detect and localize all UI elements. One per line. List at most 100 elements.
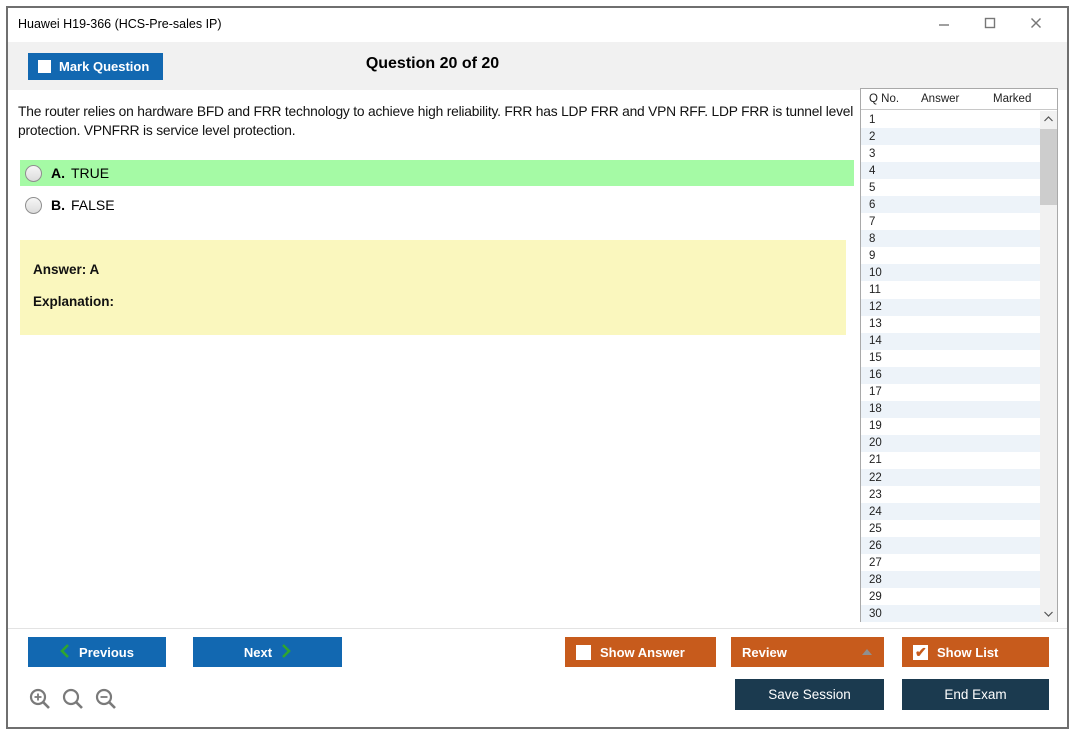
window-controls (921, 8, 1059, 42)
question-list-row[interactable]: 30 (861, 605, 1040, 622)
mark-question-button[interactable]: Mark Question (28, 53, 164, 80)
window-title: Huawei H19-366 (HCS-Pre-sales IP) (18, 17, 222, 31)
question-number: 30 (869, 607, 882, 620)
scroll-up-arrow-icon[interactable] (1040, 111, 1057, 127)
question-list-row[interactable]: 20 (861, 434, 1040, 452)
minimize-icon (938, 16, 950, 34)
triangle-up-icon (862, 649, 872, 655)
option-b-text: FALSE (71, 197, 115, 213)
question-number: 11 (869, 283, 881, 296)
option-a[interactable]: A. TRUE (20, 160, 854, 186)
show-list-label: Show List (937, 644, 999, 660)
question-number: 4 (869, 164, 876, 177)
question-list-row[interactable]: 9 (861, 247, 1040, 264)
option-a-letter: A. (51, 165, 65, 181)
column-qno: Q No. (869, 93, 900, 105)
question-list-row[interactable]: 13 (861, 316, 1040, 333)
mark-question-checkbox[interactable] (38, 60, 51, 73)
option-a-text: TRUE (71, 165, 110, 181)
question-list-row[interactable]: 4 (861, 162, 1040, 180)
question-list-row[interactable]: 18 (861, 400, 1040, 418)
zoom-out-icon[interactable] (94, 687, 119, 717)
question-list-row[interactable]: 5 (861, 179, 1040, 196)
option-a-radio[interactable] (25, 164, 42, 182)
question-number: 8 (869, 232, 876, 245)
check-icon: ✔ (915, 643, 927, 660)
question-list-row[interactable]: 11 (861, 281, 1040, 298)
question-list-row[interactable]: 29 (861, 588, 1040, 605)
question-number: 27 (869, 556, 882, 569)
close-button[interactable] (1013, 8, 1059, 42)
question-list-row[interactable]: 7 (861, 213, 1040, 230)
question-list-panel: Q No. Answer Marked 1 2 3 4 5 6 7 8 9 10 11 12 13 14 1… (860, 88, 1058, 622)
zoom-reset-icon[interactable] (61, 687, 86, 717)
question-area: The router relies on hardware BFD and FR… (8, 90, 860, 628)
question-list-row[interactable]: 16 (861, 366, 1040, 384)
question-list-row[interactable]: 25 (861, 520, 1040, 537)
save-session-button[interactable]: Save Session (735, 679, 884, 710)
zoom-in-icon[interactable] (28, 687, 53, 717)
previous-label: Previous (79, 644, 134, 660)
question-list-row[interactable]: 8 (861, 230, 1040, 248)
maximize-button[interactable] (967, 8, 1013, 42)
answer-box: Answer: A Explanation: (20, 240, 846, 335)
question-list-row[interactable]: 24 (861, 503, 1040, 521)
review-label: Review (742, 644, 787, 660)
minimize-button[interactable] (921, 8, 967, 42)
question-list-row[interactable]: 14 (861, 332, 1040, 350)
scroll-down-arrow-icon[interactable] (1040, 606, 1057, 622)
review-dropdown-button[interactable]: Review (731, 637, 884, 667)
question-list-row[interactable]: 3 (861, 145, 1040, 162)
answer-label: Answer: A (33, 262, 100, 277)
question-list-row[interactable]: 10 (861, 264, 1040, 282)
question-list-row[interactable]: 23 (861, 486, 1040, 503)
question-list-row[interactable]: 27 (861, 554, 1040, 571)
question-number: 26 (869, 539, 882, 552)
app-window: Huawei H19-366 (HCS-Pre-sales IP) Mark Q… (6, 6, 1069, 729)
show-list-checkbox[interactable]: ✔ (913, 643, 928, 660)
show-answer-checkbox[interactable] (576, 644, 591, 660)
question-number: 20 (869, 437, 882, 450)
question-number: 3 (869, 147, 876, 160)
question-list-row[interactable]: 22 (861, 468, 1040, 487)
explanation-label: Explanation: (33, 294, 115, 309)
show-list-button[interactable]: ✔ Show List (902, 637, 1049, 667)
footer-bar: Previous Next Show Answer Review ✔ Show … (8, 628, 1067, 727)
question-number: 23 (869, 488, 882, 501)
question-number: 14 (869, 335, 882, 348)
save-session-label: Save Session (768, 687, 851, 702)
titlebar: Huawei H19-366 (HCS-Pre-sales IP) (8, 8, 1067, 42)
column-marked: Marked (993, 93, 1032, 105)
option-b[interactable]: B. FALSE (20, 192, 854, 218)
question-list-row[interactable]: 21 (861, 452, 1040, 469)
question-number: 15 (869, 352, 882, 365)
end-exam-label: End Exam (944, 687, 1007, 702)
option-b-radio[interactable] (25, 196, 42, 214)
question-list-row[interactable]: 28 (861, 571, 1040, 589)
show-answer-button[interactable]: Show Answer (565, 637, 716, 667)
next-button[interactable]: Next (193, 637, 342, 667)
question-list-row[interactable]: 15 (861, 350, 1040, 367)
question-list-row[interactable]: 1 (861, 111, 1040, 128)
question-number: 5 (869, 181, 876, 194)
question-list-row[interactable]: 19 (861, 418, 1040, 435)
question-number: 18 (869, 403, 882, 416)
question-list-row[interactable]: 6 (861, 196, 1040, 214)
previous-button[interactable]: Previous (28, 637, 166, 667)
question-number: 19 (869, 420, 882, 433)
question-list-row[interactable]: 26 (861, 537, 1040, 555)
question-list-rows: 1 2 3 4 5 6 7 8 9 10 11 12 13 14 15 16 17 18 19 20 21 22 23 24 2… (861, 111, 1040, 622)
question-list-row[interactable]: 17 (861, 384, 1040, 401)
header-bar: Mark Question Question 20 of 20 (8, 42, 1067, 90)
zoom-toolbar (28, 687, 119, 717)
chevron-right-icon (282, 643, 291, 661)
question-text: The router relies on hardware BFD and FR… (18, 104, 854, 138)
question-number: 6 (869, 198, 876, 211)
show-answer-label: Show Answer (600, 644, 685, 660)
question-list-row[interactable]: 2 (861, 128, 1040, 146)
question-list-scrollbar[interactable] (1040, 111, 1057, 622)
question-list-row[interactable]: 12 (861, 298, 1040, 316)
scrollbar-thumb[interactable] (1040, 129, 1057, 205)
question-number: 25 (869, 522, 882, 535)
end-exam-button[interactable]: End Exam (902, 679, 1049, 710)
